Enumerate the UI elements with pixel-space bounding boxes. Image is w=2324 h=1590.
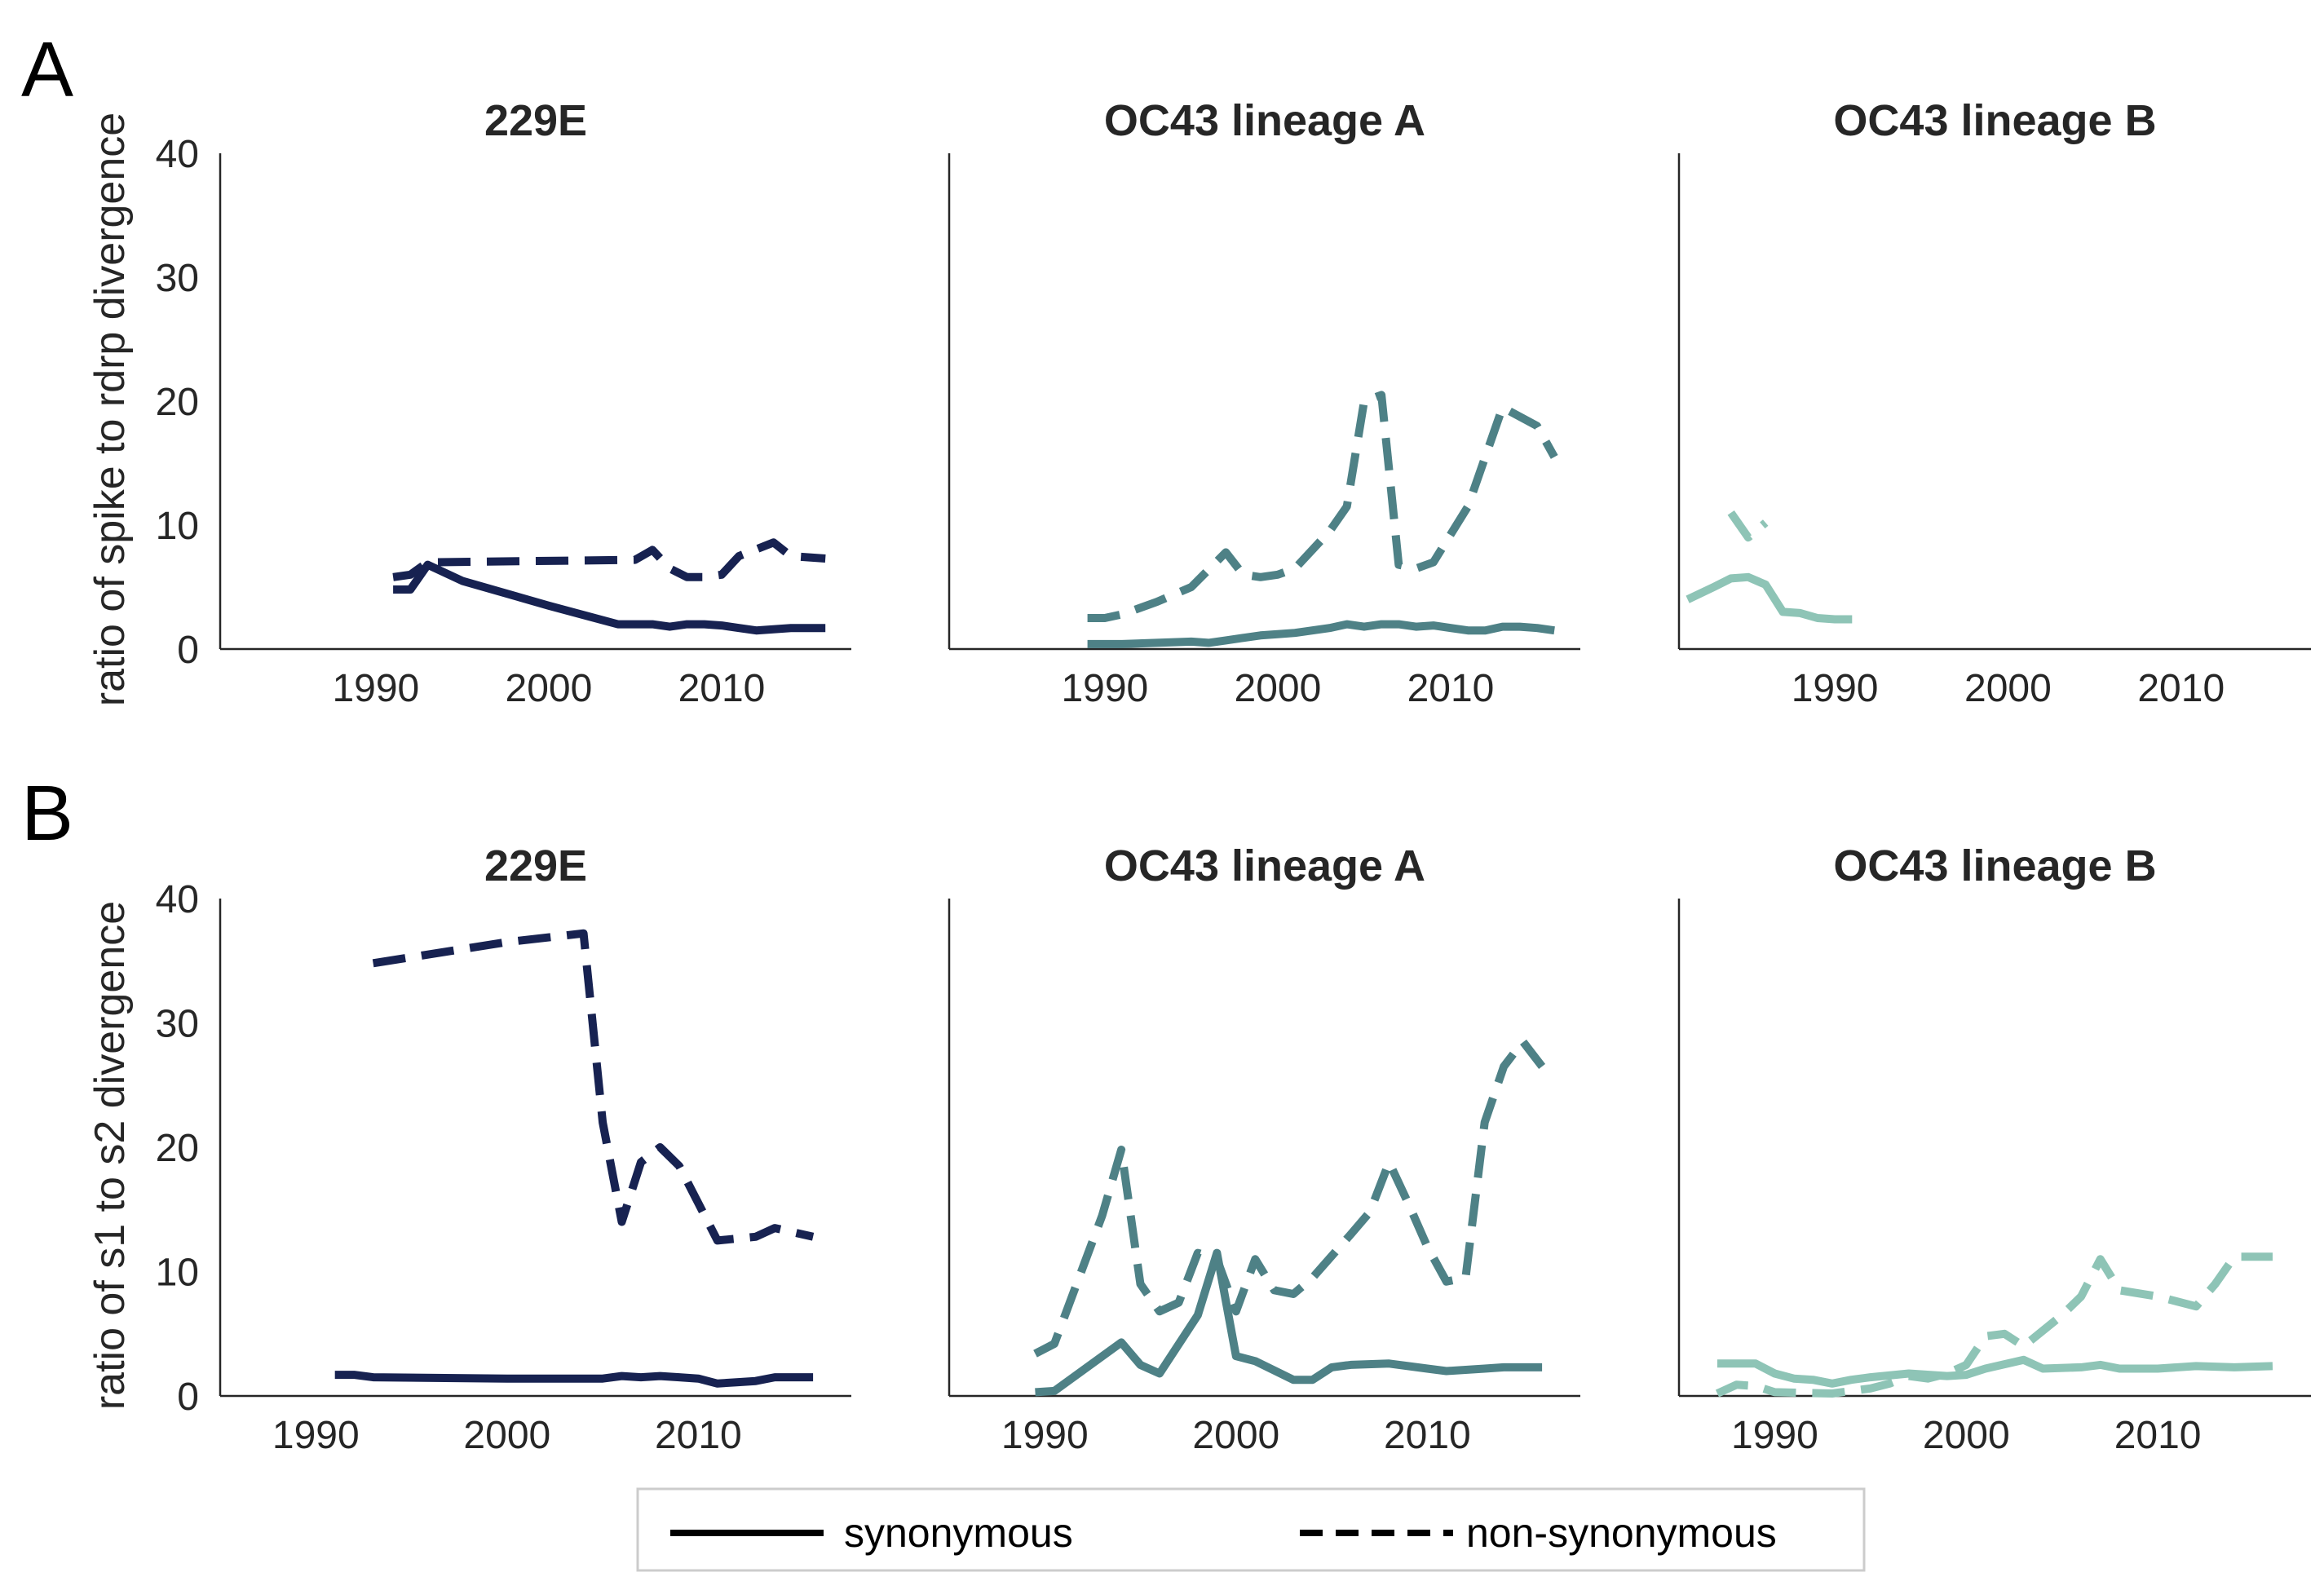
x-tick-label: 2010 xyxy=(1407,667,1495,710)
x-tick-label: 1990 xyxy=(1792,667,1879,710)
subplot-1: 229E 1990 2000 2010 0 10 20 30 40 ratio of spike … xyxy=(86,96,851,710)
x-tick-label: 1990 xyxy=(1001,1414,1089,1457)
x-tick-label: 2010 xyxy=(678,667,766,710)
x-tick-label: 2010 xyxy=(655,1414,742,1457)
subplot-title: OC43 lineage A xyxy=(1104,841,1425,890)
series-line-non-synonymous xyxy=(1033,1037,1546,1358)
series-line-non-synonymous xyxy=(1727,510,1769,542)
x-tick-label: 2010 xyxy=(2114,1414,2202,1457)
subplot-3: OC43 lineage B 1990 2000 2010 xyxy=(1677,96,2311,710)
series-line-synonymous xyxy=(334,1371,814,1388)
series-line-non-synonymous xyxy=(1715,1252,2273,1398)
x-tick-label: 2000 xyxy=(506,667,593,710)
subplot-title: 229E xyxy=(484,841,587,890)
panel-letter-a: A xyxy=(21,26,73,113)
x-tick-label: 2000 xyxy=(1235,667,1322,710)
subplot-2: OC43 lineage A 1990 2000 2010 xyxy=(948,96,1580,710)
legend-label-synonymous: synonymous xyxy=(844,1510,1073,1556)
x-tick-label: 1990 xyxy=(332,667,419,710)
x-tick-label: 1990 xyxy=(1731,1414,1818,1457)
y-tick-label: 30 xyxy=(156,257,199,300)
subplot-title: OC43 lineage A xyxy=(1104,96,1425,145)
legend-frame xyxy=(636,1487,1866,1572)
series-line-non-synonymous xyxy=(392,538,826,581)
y-axis-label: ratio of s1 to s2 divergence xyxy=(86,901,134,1410)
y-tick-label: 20 xyxy=(156,1127,199,1170)
x-tick-label: 2000 xyxy=(463,1414,550,1457)
panel-letter-b: B xyxy=(21,770,73,857)
series-line-non-synonymous xyxy=(372,929,815,1245)
y-tick-label: 10 xyxy=(156,1252,199,1295)
series-line-synonymous xyxy=(1035,1248,1543,1397)
y-tick-label: 40 xyxy=(156,878,199,921)
series-line-synonymous xyxy=(393,560,826,635)
y-axis-label: ratio of spike to rdrp divergence xyxy=(86,113,134,706)
subplot-4: 229E 1990 2000 2010 0 10 20 30 40 ratio of s1 to … xyxy=(86,841,851,1457)
x-tick-label: 1990 xyxy=(272,1414,360,1457)
y-tick-label: 20 xyxy=(156,381,199,424)
y-tick-label: 0 xyxy=(177,1376,199,1419)
y-tick-label: 10 xyxy=(156,505,199,548)
subplot-6: OC43 lineage B 1990 2000 2010 xyxy=(1677,841,2311,1457)
series-line-synonymous xyxy=(1717,1355,2273,1388)
subplot-title: OC43 lineage B xyxy=(1833,96,2156,145)
subplot-title: OC43 lineage B xyxy=(1833,841,2156,890)
series-line-non-synonymous xyxy=(1087,391,1558,622)
x-tick-label: 2010 xyxy=(1384,1414,1471,1457)
x-tick-label: 2010 xyxy=(2137,667,2225,710)
y-tick-label: 0 xyxy=(177,629,199,672)
y-tick-label: 30 xyxy=(156,1003,199,1046)
series-line-synonymous xyxy=(1087,620,1555,648)
series-line-synonymous xyxy=(1686,572,1853,624)
x-tick-label: 1990 xyxy=(1061,667,1148,710)
subplot-title: 229E xyxy=(484,96,587,145)
subplot-5: OC43 lineage A 1990 2000 2010 xyxy=(948,841,1580,1457)
x-tick-label: 2000 xyxy=(1192,1414,1279,1457)
x-tick-label: 2000 xyxy=(1964,667,2052,710)
legend: synonymous non-synonymous xyxy=(636,1487,1866,1572)
legend-label-non-synonymous: non-synonymous xyxy=(1466,1510,1777,1556)
y-tick-label: 40 xyxy=(156,133,199,176)
x-tick-label: 2000 xyxy=(1923,1414,2010,1457)
